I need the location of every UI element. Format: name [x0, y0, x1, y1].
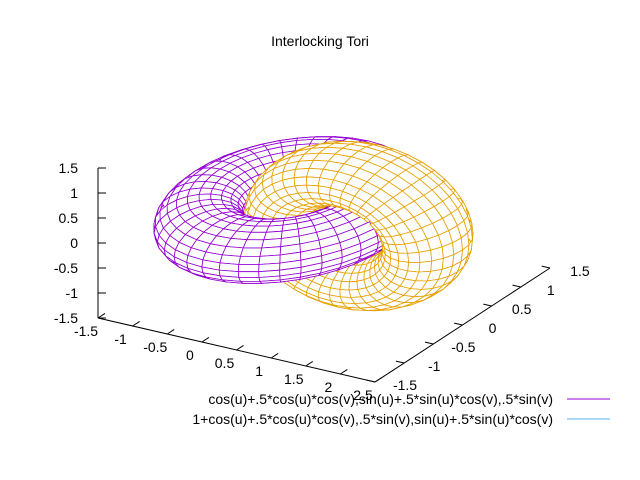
surface-patch-2-0-19	[407, 251, 421, 263]
y-tick-label-0: -1.5	[393, 377, 417, 393]
x-tick-4	[236, 345, 244, 351]
y-tick-0	[366, 379, 376, 383]
legend: cos(u)+.5*cos(u)*cos(v),sin(u)+.5*sin(u)…	[192, 391, 610, 427]
axis-ticks: -1.5 -1 -0.5 0 0.5 1 1.5 -1.5 -1 -0.5 0 0.5 1 1.5 2 2.5…	[54, 160, 590, 403]
y-axis-line	[374, 267, 551, 383]
surface-patch-2-33-20	[372, 304, 394, 311]
x-tick-label-4: 0.5	[215, 355, 235, 371]
z-tick-label-6: 1.5	[59, 160, 79, 176]
y-tick-1	[395, 360, 405, 364]
y-tick-2	[424, 341, 434, 345]
y-tick-label-4: 0.5	[512, 301, 532, 317]
y-tick-3	[454, 322, 463, 326]
y-tick-label-6: 1.5	[570, 263, 590, 279]
x-tick-label-5: 1	[255, 363, 263, 379]
x-tick-label-3: 0	[186, 347, 194, 363]
z-tick-label-2: -0.5	[54, 260, 78, 276]
surface-patch-2-11-18	[305, 184, 320, 194]
x-tick-7	[340, 369, 348, 375]
y-tick-6	[541, 265, 551, 269]
x-tick-label-7: 2	[324, 379, 332, 395]
surface-patch-1-32-2	[240, 247, 263, 257]
surface-patch-2-31-16	[339, 280, 350, 291]
x-tick-label-2: -0.5	[143, 339, 167, 355]
x-tick-label-6: 1.5	[284, 371, 304, 387]
z-tick-label-5: 1	[70, 185, 78, 201]
y-tick-5	[512, 284, 521, 288]
surface-patch-2-0-20	[418, 249, 433, 263]
x-tick-label-0: -1.5	[74, 323, 98, 339]
surface-patch-2-32-16	[348, 280, 359, 291]
y-tick-label-3: 0	[489, 320, 497, 336]
x-tick-6	[305, 361, 314, 367]
y-tick-label-1: -1	[428, 358, 441, 374]
surface-patch-1-32-0	[237, 264, 260, 273]
x-tick-3	[201, 337, 210, 343]
x-tick-0	[97, 313, 106, 319]
z-tick-label-1: -1	[66, 285, 79, 301]
surface-patch-2-12-19	[293, 176, 308, 187]
y-tick-4	[483, 303, 492, 307]
surface-patch-1-32-3	[242, 239, 265, 249]
y-tick-label-5: 1	[547, 282, 555, 298]
surface-patch-2-39-20	[418, 260, 433, 273]
z-tick-label-3: 0	[70, 235, 78, 251]
z-tick-label-4: 0.5	[59, 210, 79, 226]
x-tick-5	[270, 353, 279, 359]
chart-title: Interlocking Tori	[271, 33, 369, 49]
x-tick-label-8: 2.5	[353, 387, 373, 403]
surface-layer	[153, 136, 474, 312]
surface-patch-1-32-1	[238, 255, 261, 265]
x-tick-1	[132, 321, 140, 327]
surface-patch-1-32-22	[238, 276, 261, 282]
surface-patch-2-39-19	[407, 261, 421, 273]
x-tick-2	[166, 329, 175, 335]
surface-patch-1-32-21	[240, 280, 263, 284]
x-tick-8	[374, 377, 383, 383]
y-tick-label-2: -0.5	[451, 339, 475, 355]
surface-patch-2-11-19	[305, 176, 321, 187]
legend-label-2: 1+cos(u)+.5*cos(u)*cos(v),.5*sin(v),sin(…	[192, 411, 553, 427]
x-tick-label-1: -1	[114, 331, 127, 347]
surface-patch-1-32-23	[237, 271, 260, 278]
legend-label-1: cos(u)+.5*cos(u)*cos(v),sin(u)+.5*sin(u)…	[208, 391, 553, 407]
z-tick-label-0: -1.5	[54, 310, 78, 326]
